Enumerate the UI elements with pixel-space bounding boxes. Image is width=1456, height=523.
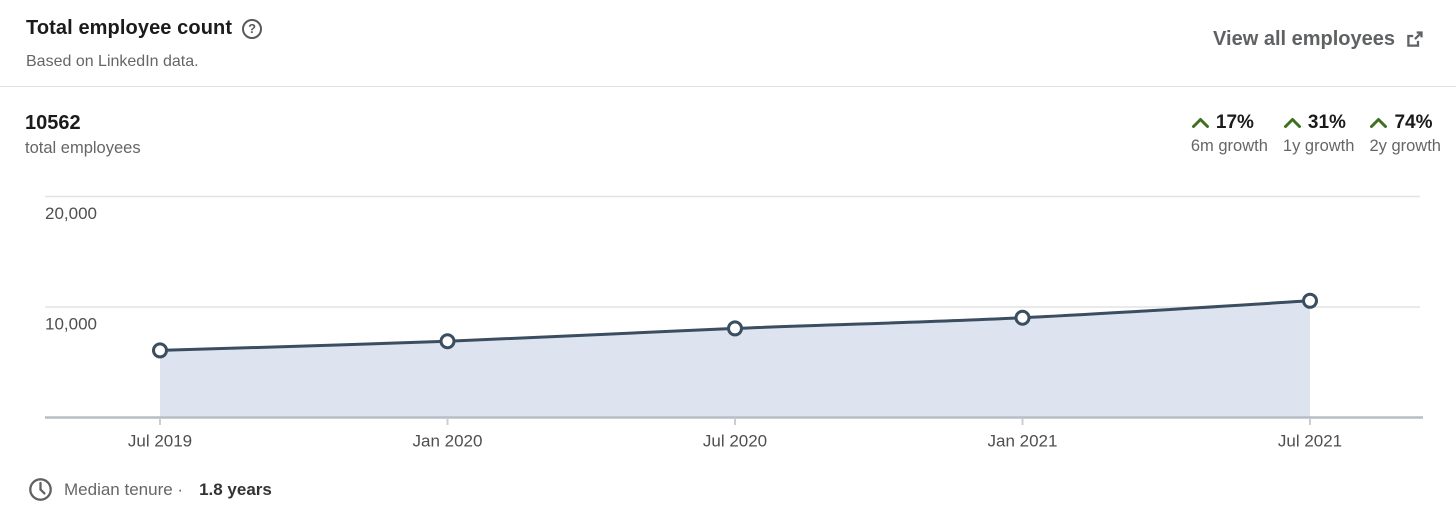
chevron-up-icon — [1283, 118, 1301, 128]
y-tick-label: 20,000 — [45, 204, 97, 223]
area-fill — [160, 300, 1310, 417]
growth-stat-1y: 31% 1y growth — [1283, 112, 1355, 156]
growth-stat-6m: 17% 6m growth — [1191, 112, 1268, 156]
view-all-employees-link[interactable]: View all employees — [1213, 28, 1425, 51]
growth-percent: 17% — [1215, 112, 1254, 133]
page-title: Total employee count — [26, 17, 233, 39]
x-tick-label: Jul 2020 — [703, 432, 767, 451]
growth-percent: 31% — [1307, 112, 1346, 133]
x-tick-label: Jan 2020 — [413, 432, 483, 451]
employee-count-chart[interactable]: 10,000 20,000 Jul 2019 Jan 2020 Jul 2020 Jan … — [0, 188, 1456, 468]
y-tick-label: 10,000 — [45, 315, 97, 334]
median-tenure-value: 1.8 years — [199, 479, 272, 499]
x-tick-label: Jan 2021 — [988, 432, 1058, 451]
total-employees-stat: 10562 total employees — [25, 112, 141, 158]
clock-icon — [29, 478, 52, 501]
data-point-marker[interactable] — [152, 342, 168, 359]
growth-stat-2y: 74% 2y growth — [1369, 112, 1441, 156]
help-icon[interactable]: ? — [242, 18, 263, 39]
x-tick-label: Jul 2021 — [1278, 432, 1342, 451]
median-tenure-label: Median tenure · — [64, 479, 184, 499]
growth-stats-row: 17% 6m growth 31% 1y growth 74% 2y growt… — [1191, 112, 1441, 156]
data-point-marker[interactable] — [727, 320, 743, 337]
growth-label: 6m growth — [1190, 137, 1268, 155]
subtitle: Based on LinkedIn data. — [26, 53, 199, 70]
data-point-marker[interactable] — [1302, 292, 1318, 309]
chevron-up-icon — [1370, 118, 1388, 128]
data-point-marker[interactable] — [439, 333, 456, 350]
growth-label: 1y growth — [1282, 137, 1355, 155]
chart-svg: 10,000 20,000 Jul 2019 Jan 2020 Jul 2020 Jan … — [45, 195, 1423, 451]
data-point-marker[interactable] — [1014, 309, 1031, 326]
growth-label: 2y growth — [1369, 137, 1441, 155]
median-tenure-footer: Median tenure · 1.8 years — [28, 477, 272, 502]
total-employees-value: 10562 — [25, 112, 81, 134]
chevron-up-icon — [1191, 118, 1209, 128]
total-employees-label: total employees — [25, 139, 141, 157]
external-link-icon — [1407, 31, 1423, 47]
view-all-label: View all employees — [1213, 28, 1395, 50]
x-tick-label: Jul 2019 — [128, 432, 192, 451]
card-header: Total employee count ? Based on LinkedIn… — [0, 0, 1456, 87]
growth-percent: 74% — [1394, 112, 1433, 133]
